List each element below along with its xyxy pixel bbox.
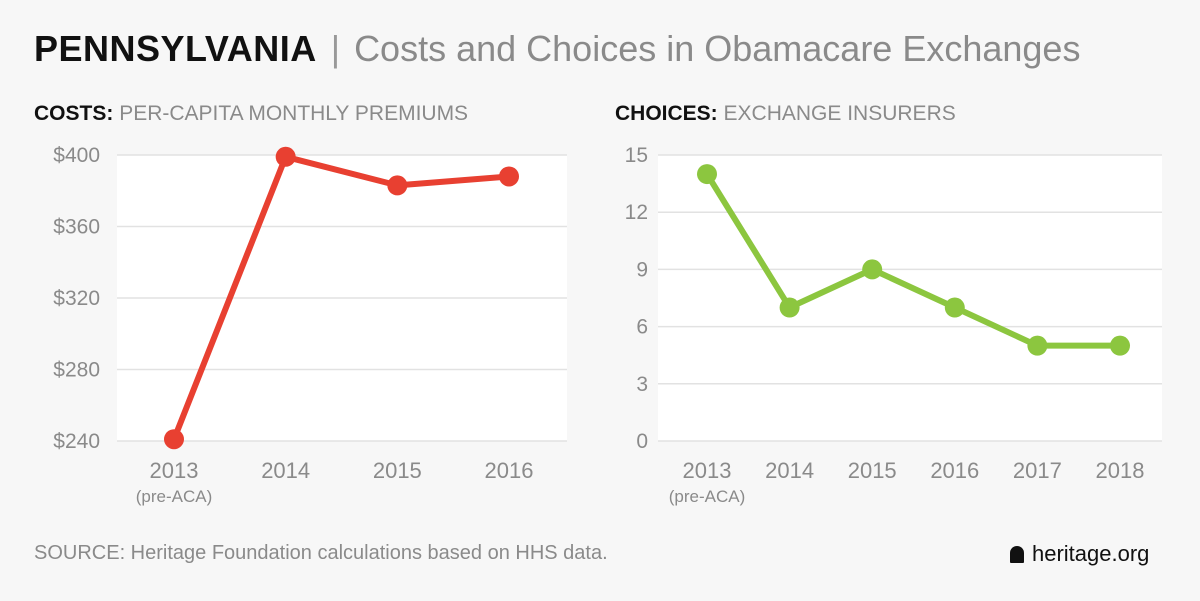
costs-ytick-label: $400	[53, 144, 100, 167]
choices-chart-title: CHOICES: EXCHANGE INSURERS	[615, 102, 956, 126]
title-separator: |	[330, 28, 341, 69]
costs-xtick-label: 2014	[261, 458, 310, 483]
costs-xtick-label: 2016	[485, 458, 534, 483]
costs-xtick-sublabel: (pre-ACA)	[136, 487, 213, 506]
costs-chart-title: COSTS: PER-CAPITA MONTHLY PREMIUMS	[34, 102, 468, 126]
choices-series-line	[704, 172, 1120, 349]
choices-ytick-label: 6	[636, 316, 648, 339]
choices-data-point	[1027, 335, 1048, 356]
choices-data-point	[862, 259, 883, 280]
heritage-logo[interactable]: heritage.org	[1010, 541, 1149, 567]
costs-ytick-label: $320	[53, 287, 100, 310]
costs-xtick-label: 2013	[150, 458, 199, 483]
costs-series-line	[171, 153, 510, 441]
choices-xtick-label: 2016	[930, 458, 979, 483]
costs-ytick-label: $360	[53, 216, 100, 239]
choices-xtick-label: 2017	[1013, 458, 1062, 483]
title-subtitle: Costs and Choices in Obamacare Exchanges	[354, 28, 1081, 69]
state-name: PENNSYLVANIA	[34, 28, 317, 69]
choices-title-key: CHOICES:	[615, 102, 718, 125]
choices-xtick-label: 2014	[765, 458, 814, 483]
costs-title-text: PER-CAPITA MONTHLY PREMIUMS	[119, 102, 469, 125]
choices-xtick-label: 2018	[1096, 458, 1145, 483]
choices-xtick-label: 2013	[683, 458, 732, 483]
costs-title-key: COSTS:	[34, 102, 114, 125]
choices-xtick-sublabel: (pre-ACA)	[669, 487, 746, 506]
source-note: SOURCE: Heritage Foundation calculations…	[34, 542, 608, 564]
choices-ytick-label: 0	[636, 430, 648, 453]
costs-ytick-label: $240	[53, 430, 100, 453]
choices-data-point	[697, 164, 717, 185]
costs-data-point	[387, 175, 408, 196]
choices-title-text: EXCHANGE INSURERS	[723, 102, 956, 125]
choices-plot-area	[658, 155, 1162, 441]
liberty-bell-icon	[1010, 546, 1024, 563]
costs-data-point	[164, 429, 184, 450]
costs-ytick-label: $280	[53, 359, 100, 382]
choices-data-point	[944, 297, 965, 318]
costs-xtick-label: 2015	[373, 458, 422, 483]
page-title: PENNSYLVANIA | Costs and Choices in Obamac…	[34, 28, 1080, 70]
choices-ytick-label: 3	[636, 373, 648, 396]
logo-text: heritage.org	[1032, 541, 1150, 566]
choices-ytick-label: 12	[625, 201, 648, 224]
choices-data-point	[1110, 335, 1130, 356]
costs-data-point	[275, 146, 296, 167]
choices-ytick-label: 9	[636, 258, 648, 281]
costs-data-point	[499, 166, 519, 187]
choices-data-point	[779, 297, 800, 318]
choices-ytick-label: 15	[625, 144, 648, 167]
choices-xtick-label: 2015	[848, 458, 897, 483]
